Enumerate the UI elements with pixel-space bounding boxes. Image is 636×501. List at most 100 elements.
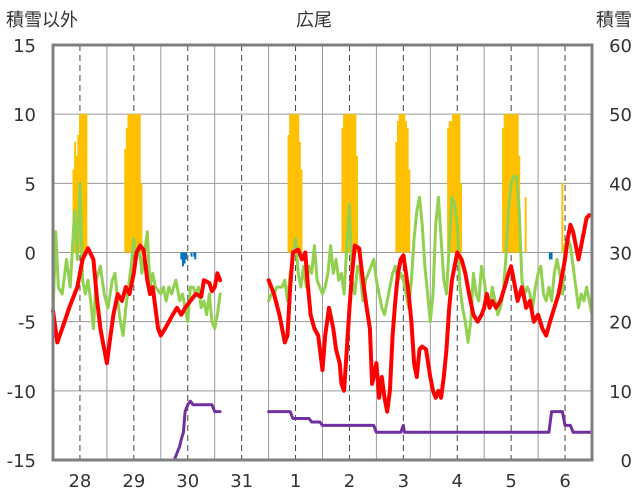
snowfall-bar: [513, 114, 516, 253]
snowfall-bar: [295, 114, 298, 253]
snowfall-bar: [400, 114, 403, 253]
snowfall-bar: [460, 183, 462, 253]
snowfall-bar: [135, 114, 138, 253]
snowfall-bar: [132, 114, 135, 253]
snowfall-bar: [352, 114, 355, 253]
snow-depth-line: [267, 410, 594, 434]
snowfall-bar: [294, 114, 296, 253]
snowfall-bar: [349, 114, 352, 253]
right-tick-label: 30: [609, 244, 632, 265]
left-axis-label: 積雪以外: [6, 10, 78, 31]
snowfall-bar: [130, 114, 133, 253]
plot-frame: [51, 43, 594, 462]
snowfall-bar: [511, 114, 514, 253]
right-tick-label: 20: [609, 313, 632, 334]
snowfall-bar: [503, 114, 506, 253]
snowfall-bar: [83, 114, 86, 253]
snowfall-bar: [138, 114, 141, 253]
snowfall-bar: [300, 169, 303, 253]
left-tick-label: -5: [18, 313, 36, 334]
snowfall-bar: [129, 114, 132, 253]
snowfall-bar: [125, 128, 128, 253]
snowfall-bar: [561, 183, 564, 253]
snowfall-bar: [506, 114, 509, 253]
snowfall-bar: [447, 128, 450, 253]
right-tick-label: 50: [609, 105, 632, 126]
chart-title: 広尾: [296, 10, 332, 31]
snowfall-bar: [450, 121, 453, 253]
snowfall-bar: [82, 114, 85, 253]
right-tick-label: 0: [621, 451, 632, 472]
snowfall-bar: [341, 128, 344, 253]
snowfall-bar: [408, 169, 411, 253]
precip-bars: [180, 252, 553, 267]
temperature-line: [266, 213, 592, 414]
right-tick-label: 40: [609, 174, 632, 195]
right-tick-label: 60: [609, 36, 632, 57]
snowfall-bar: [289, 114, 292, 253]
snowfall-bar: [406, 128, 409, 253]
precip-bar: [550, 252, 553, 260]
x-tick-label: 31: [230, 471, 253, 492]
snowfall-bar: [344, 114, 347, 253]
x-tick-label: 3: [398, 471, 409, 492]
temperature-line: [51, 243, 223, 366]
snowfall-bar: [74, 141, 77, 253]
precip-bar: [180, 252, 183, 260]
x-tick-label: 1: [290, 471, 301, 492]
x-tick-label: 28: [68, 471, 91, 492]
snowfall-bar: [398, 114, 401, 253]
snowfall-bar: [502, 128, 505, 253]
snowfall-bar: [124, 148, 127, 253]
snowfall-bar: [292, 114, 295, 253]
axes: [51, 43, 594, 462]
left-tick-label: 5: [25, 174, 36, 195]
snowfall-bar: [343, 114, 346, 253]
snow-depth-line: [51, 399, 222, 462]
snowfall-bar: [297, 114, 300, 253]
snowfall-bar: [133, 114, 136, 253]
x-tick-label: 30: [176, 471, 199, 492]
snowfall-bar: [351, 114, 354, 253]
snowfall-bar: [403, 114, 406, 253]
precip-bar: [194, 252, 197, 260]
precip-bar: [185, 252, 188, 260]
snowfall-bar: [508, 114, 511, 253]
snowfall-bar: [456, 114, 459, 253]
snowfall-bar: [354, 114, 357, 253]
x-tick-label: 6: [559, 471, 570, 492]
x-tick-label: 2: [344, 471, 355, 492]
x-tick-label: 4: [452, 471, 463, 492]
snowfall-bar: [137, 114, 140, 253]
snowfall-bar: [505, 114, 508, 253]
snowfall-bar: [448, 121, 451, 253]
grid: [53, 45, 592, 460]
snowfall-bar: [80, 114, 83, 253]
snowfall-bar: [453, 114, 456, 253]
left-tick-label: 15: [13, 36, 36, 57]
snowfall-bar: [287, 134, 290, 253]
snowfall-bar: [290, 114, 293, 253]
precip-bar: [190, 252, 193, 257]
secondary-line: [267, 174, 594, 344]
snowfall-bar: [524, 197, 527, 253]
precip-bar: [181, 252, 184, 267]
snowfall-bar: [346, 114, 349, 253]
right-tick-label: 10: [609, 382, 632, 403]
series-lines: [51, 174, 594, 462]
snowfall-bar: [356, 155, 358, 253]
left-tick-label: -15: [7, 451, 36, 472]
snowfall-bar: [140, 183, 143, 253]
snowfall-bar: [405, 121, 408, 253]
left-tick-label: 10: [13, 105, 36, 126]
precip-bar: [193, 252, 196, 257]
right-axis-label: 積雪: [596, 10, 632, 31]
snowfall-bar: [75, 155, 78, 253]
snowfall-bar: [395, 141, 398, 253]
precip-bar: [548, 252, 551, 260]
snowfall-bar: [458, 114, 461, 253]
left-tick-label: -10: [7, 382, 36, 403]
snowfall-bar: [127, 114, 130, 253]
